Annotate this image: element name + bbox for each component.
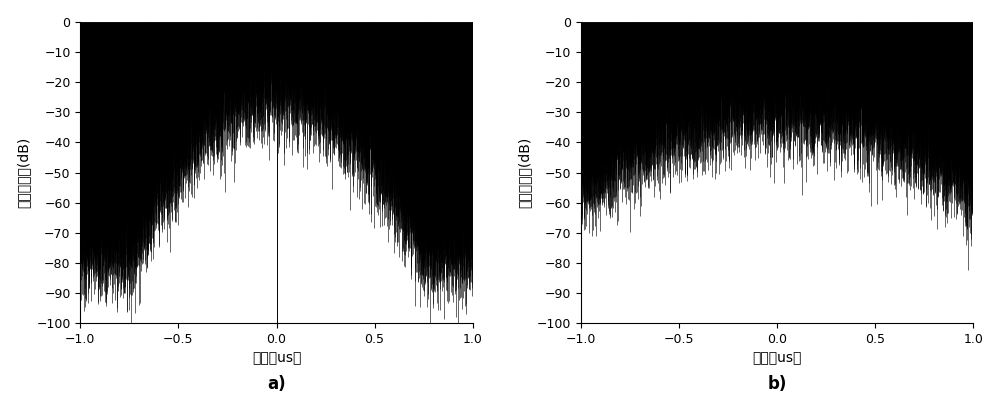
Text: b): b) [768,375,787,393]
Text: a): a) [267,375,286,393]
Y-axis label: 归一化幅度(dB): 归一化幅度(dB) [517,137,531,208]
X-axis label: 时间（us）: 时间（us） [252,352,301,366]
Y-axis label: 归一化幅度(dB): 归一化幅度(dB) [17,137,31,208]
X-axis label: 时间（us）: 时间（us） [753,352,802,366]
